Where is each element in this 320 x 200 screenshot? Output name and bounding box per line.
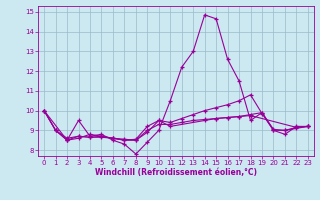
X-axis label: Windchill (Refroidissement éolien,°C): Windchill (Refroidissement éolien,°C) (95, 168, 257, 177)
